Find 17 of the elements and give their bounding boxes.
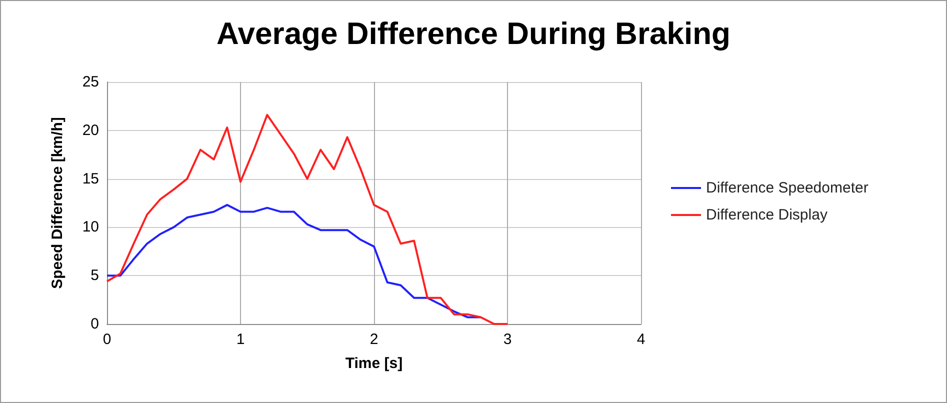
y-axis-title: Speed Difference [km/h]	[49, 117, 66, 289]
y-tick-label: 10	[82, 218, 99, 236]
x-tick-label: 3	[503, 331, 512, 348]
x-tick-label: 2	[370, 331, 378, 348]
line-series	[106, 114, 508, 325]
y-tick-label: 15	[82, 170, 99, 188]
x-tick-label: 1	[236, 331, 245, 348]
y-tick-label: 20	[82, 122, 99, 139]
legend-label: Difference Speedometer	[706, 180, 868, 196]
x-tick-label: 0	[102, 331, 112, 348]
legend-label: Difference Display	[706, 206, 828, 224]
y-tick-label: 0	[90, 316, 99, 332]
x-tick-label: 4	[636, 331, 646, 348]
chart-title: Average Difference During Braking	[216, 16, 730, 51]
y-tick-label: 25	[82, 74, 99, 90]
y-tick-label: 5	[90, 267, 99, 284]
x-axis-title: Time [s]	[345, 355, 403, 372]
